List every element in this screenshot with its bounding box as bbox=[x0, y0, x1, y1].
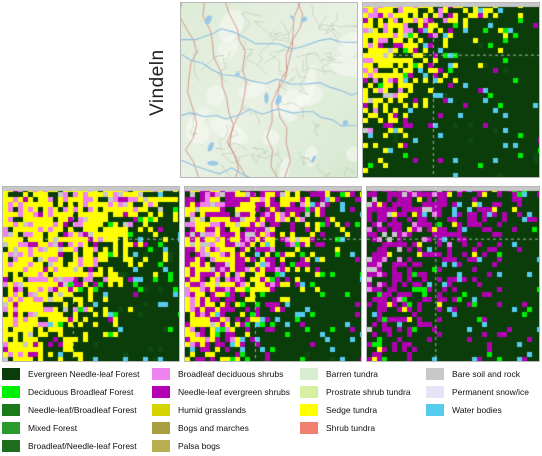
legend-label: Shrub tundra bbox=[326, 423, 376, 433]
legend-swatch bbox=[152, 440, 170, 452]
legend-label: Needle-leaf evergreen shrubs bbox=[178, 387, 290, 397]
vegetation-map-1 bbox=[363, 3, 539, 177]
legend-swatch bbox=[426, 386, 444, 398]
vegetation-map-panel-2 bbox=[2, 186, 180, 362]
vegetation-map-panel-4 bbox=[366, 186, 540, 362]
legend-label: Prostrate shrub tundra bbox=[326, 387, 411, 397]
legend-label: Barren tundra bbox=[326, 369, 378, 379]
legend-label: Broadleaf/Needle-leaf Forest bbox=[28, 441, 137, 451]
legend-swatch bbox=[152, 386, 170, 398]
legend-swatch bbox=[2, 404, 20, 416]
legend-swatch bbox=[426, 404, 444, 416]
legend-label: Humid grasslands bbox=[178, 405, 247, 415]
region-label: Vindeln bbox=[147, 49, 168, 116]
legend-swatch bbox=[426, 368, 444, 380]
legend-label: Sedge tundra bbox=[326, 405, 378, 415]
legend-swatch bbox=[300, 404, 318, 416]
legend-label: Mixed Forest bbox=[28, 423, 78, 433]
topographic-map-panel bbox=[180, 2, 358, 178]
legend-label: Bare soil and rock bbox=[452, 369, 521, 379]
legend-swatch bbox=[152, 368, 170, 380]
legend-swatch bbox=[300, 368, 318, 380]
legend-swatch bbox=[152, 422, 170, 434]
legend-swatch bbox=[2, 440, 20, 452]
legend-swatch bbox=[2, 386, 20, 398]
legend-label: Broadleaf deciduous shrubs bbox=[178, 369, 284, 379]
legend-label: Permanent snow/ice bbox=[452, 387, 530, 397]
vegetation-map-2 bbox=[3, 187, 179, 361]
topographic-map bbox=[181, 3, 357, 177]
vegetation-map-4 bbox=[367, 187, 539, 361]
legend-label: Water bodies bbox=[452, 405, 502, 415]
legend-swatch bbox=[152, 404, 170, 416]
legend-swatch bbox=[300, 422, 318, 434]
legend-label: Needle-leaf/Broadleaf Forest bbox=[28, 405, 137, 415]
legend-label: Deciduous Broadleaf Forest bbox=[28, 387, 134, 397]
legend-swatch bbox=[2, 368, 20, 380]
legend-swatch bbox=[2, 422, 20, 434]
legend: Evergreen Needle-leaf Forest Deciduous B… bbox=[0, 366, 542, 452]
legend-label: Palsa bogs bbox=[178, 441, 221, 451]
legend-swatch bbox=[300, 386, 318, 398]
vegetation-map-panel-1 bbox=[362, 2, 540, 178]
legend-label: Bogs and marches bbox=[178, 423, 249, 433]
vegetation-map-panel-3 bbox=[184, 186, 362, 362]
legend-label: Evergreen Needle-leaf Forest bbox=[28, 369, 140, 379]
vegetation-map-3 bbox=[185, 187, 361, 361]
